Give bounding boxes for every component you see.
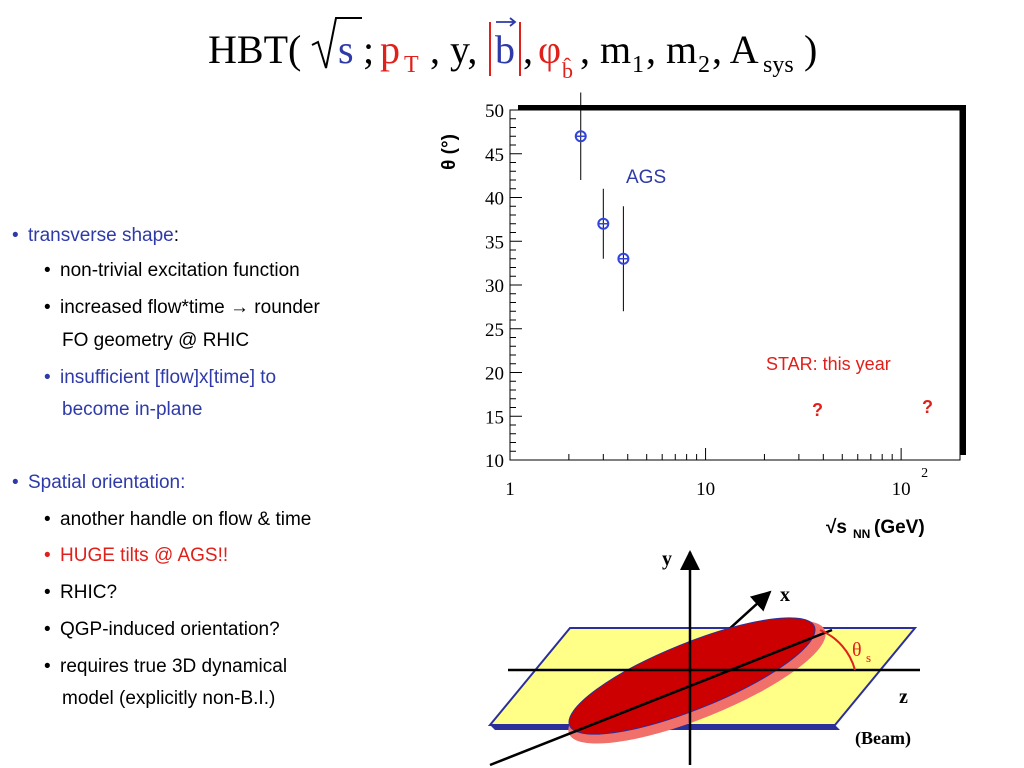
bullet-increased-flow-text: increased flow*time [60, 297, 231, 318]
bullet-insufficient-text: insufficient [flow]x[time] to [60, 367, 277, 388]
x-axis: 1 10 10 2 [505, 448, 961, 500]
y-tick-label: 10 [485, 451, 504, 472]
right-arrow-icon: → [230, 297, 250, 318]
bullet-insufficient-line2: become in-plane [62, 399, 203, 420]
bullet-requires-line2: model (explicitly non-B.I.) [62, 688, 276, 709]
x-tick-label: 10 [696, 479, 715, 500]
bullet-increased-flow: • increased flow*time → rounder [44, 297, 320, 318]
formula-m2: , m [646, 27, 697, 72]
bullet-colon: : [173, 225, 180, 246]
formula-phi: φ [538, 27, 561, 72]
bullet-requires: • requires true 3D dynamical [44, 656, 288, 677]
y-tick-label: 45 [485, 145, 504, 166]
label-beam: (Beam) [855, 728, 911, 749]
formula-p-sub: T [404, 52, 419, 78]
x-tick-exponent: 2 [921, 466, 928, 481]
bullet-excitation: • non-trivial excitation function [44, 260, 300, 281]
y-tick-label: 50 [485, 101, 504, 122]
y-tick-label: 40 [485, 189, 504, 210]
x-tick-label: 1 [505, 479, 515, 500]
x-tick-label: 10 [892, 479, 911, 500]
formula-a-sub: sys [763, 52, 794, 78]
formula-m2-sub: 2 [698, 52, 710, 78]
label-x: x [780, 584, 790, 606]
bullet-transverse-shape-text: transverse shape [28, 225, 174, 246]
bullet-handle-text: another handle on flow & time [60, 509, 312, 530]
hbt-formula: HBT( s ; p T , y, b , φ b̂ , m 1 , m 2 ,… [208, 17, 817, 83]
y-tick-label: 15 [485, 407, 504, 428]
tilt-axis [489, 628, 833, 767]
formula-p: p [380, 27, 400, 72]
bullet-requires-text: requires true 3D dynamical [60, 656, 288, 677]
label-z: z [899, 686, 908, 708]
formula-m1-sub: 1 [632, 52, 644, 78]
bullet-increased-flow-end: rounder [249, 297, 320, 318]
bullet-rhic-text: RHIC? [60, 582, 118, 603]
formula-m1: , m [580, 27, 631, 72]
bullet-increased-flow-line2: FO geometry @ RHIC [62, 330, 250, 351]
formula-s: s [338, 27, 354, 72]
formula-y: , y, [430, 27, 477, 72]
formula-phi-sub: b̂ [562, 58, 573, 83]
bullet-transverse-shape: • transverse shape: [12, 225, 180, 246]
formula-hbt: HBT( [208, 27, 301, 72]
source-ellipse [568, 617, 816, 735]
bullet-huge-tilts: • HUGE tilts @ AGS!! [44, 545, 229, 566]
theta-arc [819, 629, 856, 671]
label-theta: θ [852, 639, 862, 661]
data-points [574, 92, 630, 312]
label-theta-sub: s [866, 650, 871, 665]
y-axis: 10 15 20 25 30 35 40 45 50 [485, 101, 522, 472]
tilted-source-diagram: y x z (Beam) θ s [487, 548, 920, 767]
star-label: STAR: this year [766, 354, 891, 374]
y-tick-label: 20 [485, 364, 504, 385]
x-axis-label-sqrt-s: √s [826, 517, 847, 538]
formula-comma: , [523, 27, 533, 72]
bullet-qgp: • QGP-induced orientation? [44, 619, 280, 640]
bullet-insufficient: • insufficient [flow]x[time] to [44, 367, 277, 388]
bullet-rhic: • RHIC? [44, 582, 118, 603]
bullet-spatial-orientation-text: Spatial orientation: [28, 472, 186, 493]
y-tick-label: 25 [485, 320, 504, 341]
bullet-qgp-text: QGP-induced orientation? [60, 619, 280, 640]
bullet-handle: • another handle on flow & time [44, 509, 312, 530]
formula-semicolon: ; [363, 27, 374, 72]
bullet-excitation-text: non-trivial excitation function [60, 260, 300, 281]
formula-a: , A [712, 27, 759, 72]
bullet-huge-tilts-text: HUGE tilts @ AGS!! [60, 545, 229, 566]
plot-area [509, 109, 961, 461]
sqrt-symbol [311, 17, 362, 69]
ags-label: AGS [626, 167, 666, 188]
vector-arrow-icon [496, 17, 517, 27]
x-axis-label-sub: NN [853, 527, 870, 541]
question-mark-1: ? [812, 400, 823, 420]
x-axis-label: √s NN (GeV) [826, 517, 925, 541]
y-tick-label: 30 [485, 276, 504, 297]
label-y: y [662, 548, 672, 570]
question-mark-2: ? [922, 397, 933, 417]
formula-close: ) [804, 27, 817, 72]
y-axis-label: θ (°) [439, 134, 460, 170]
bullet-spatial-orientation: • Spatial orientation: [12, 472, 186, 493]
x-axis-label-unit: (GeV) [874, 517, 925, 538]
formula-b: b [495, 27, 515, 72]
y-tick-label: 35 [485, 232, 504, 253]
